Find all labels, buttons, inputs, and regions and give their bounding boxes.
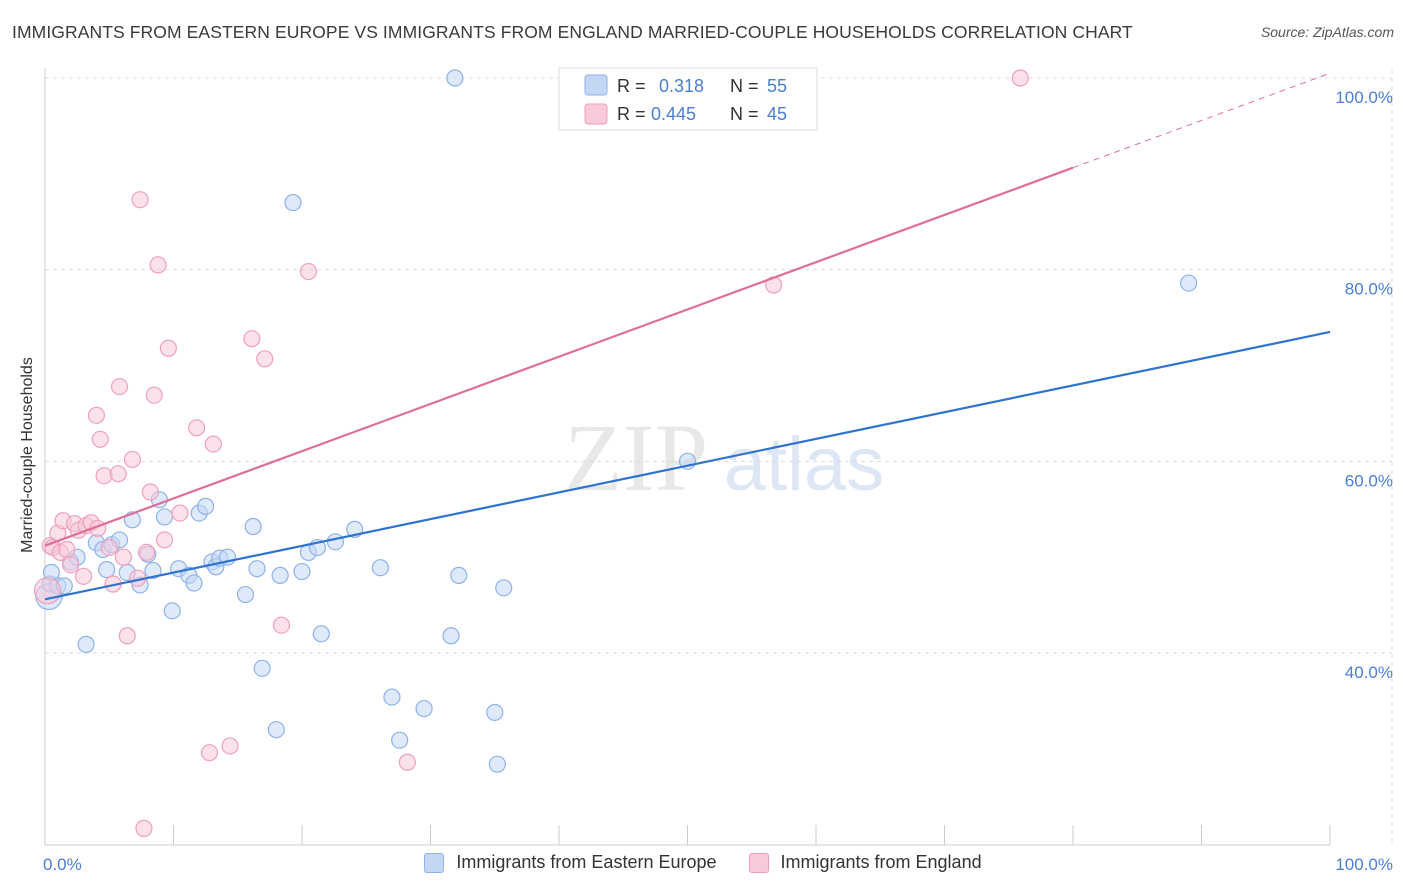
data-point-england bbox=[114, 548, 132, 566]
data-point-eastern-europe bbox=[371, 559, 389, 577]
data-point-england bbox=[272, 616, 291, 634]
data-point-england bbox=[58, 540, 76, 559]
legend-n-value: 45 bbox=[767, 104, 787, 124]
trend-lines bbox=[44, 72, 1331, 601]
data-point-eastern-europe bbox=[253, 659, 271, 677]
legend-r-label: R = bbox=[617, 76, 646, 96]
data-point-england bbox=[200, 744, 219, 762]
data-point-england bbox=[135, 819, 153, 837]
data-point-england bbox=[204, 435, 222, 453]
data-point-england bbox=[123, 450, 141, 469]
data-point-eastern-europe bbox=[77, 635, 95, 653]
data-point-england bbox=[131, 191, 149, 209]
data-point-eastern-europe bbox=[415, 699, 433, 718]
trend-line-blue bbox=[44, 330, 1331, 601]
chart-title: IMMIGRANTS FROM EASTERN EUROPE VS IMMIGR… bbox=[12, 22, 1133, 42]
data-point-england bbox=[62, 556, 80, 574]
y-tick-label: 40.0% bbox=[1345, 663, 1393, 682]
data-point-eastern-europe bbox=[248, 560, 266, 578]
data-point-eastern-europe bbox=[293, 562, 311, 581]
data-point-england bbox=[221, 737, 239, 755]
data-point-eastern-europe bbox=[446, 69, 464, 87]
data-point-england bbox=[159, 339, 177, 357]
data-point-england bbox=[141, 483, 159, 501]
legend-r-label: R = bbox=[617, 104, 646, 124]
y-tick-label: 100.0% bbox=[1335, 88, 1393, 107]
x-tick-label: 0.0% bbox=[43, 855, 82, 874]
data-point-eastern-europe bbox=[450, 566, 468, 584]
data-point-england bbox=[95, 467, 113, 485]
legend-r-value: 0.445 bbox=[651, 104, 696, 124]
tick-labels: 40.0% 60.0% 80.0% 100.0% 0.0% 100.0% bbox=[43, 88, 1393, 874]
data-point-eastern-europe bbox=[383, 688, 401, 706]
data-point-england bbox=[110, 377, 129, 396]
series-legend: Immigrants from Eastern Europe Immigrant… bbox=[0, 852, 1406, 873]
axes bbox=[44, 68, 1331, 846]
data-point-eastern-europe bbox=[271, 566, 289, 584]
watermark-atlas: atlas bbox=[724, 422, 885, 507]
y-tick-label: 60.0% bbox=[1345, 471, 1393, 490]
data-point-england bbox=[145, 386, 163, 404]
data-point-eastern-europe bbox=[442, 627, 460, 645]
data-point-england bbox=[155, 531, 174, 549]
trend-line-extension-pink bbox=[1072, 72, 1331, 169]
y-tick-label: 80.0% bbox=[1345, 280, 1393, 299]
legend-label: Immigrants from Eastern Europe bbox=[456, 852, 717, 872]
data-point-eastern-europe bbox=[391, 731, 409, 749]
legend-r-value: 0.318 bbox=[659, 76, 704, 96]
data-point-england bbox=[137, 543, 156, 561]
data-point-eastern-europe bbox=[326, 533, 345, 551]
data-point-eastern-europe bbox=[155, 508, 174, 526]
legend-n-label: N = bbox=[730, 104, 759, 124]
legend-swatch-blue bbox=[424, 852, 445, 873]
data-point-england bbox=[398, 753, 416, 771]
legend-n-value: 55 bbox=[767, 76, 787, 96]
data-point-england bbox=[74, 567, 93, 585]
data-point-england bbox=[149, 256, 167, 274]
data-point-england bbox=[299, 262, 318, 281]
trend-line-pink bbox=[44, 166, 1074, 547]
data-point-england bbox=[256, 350, 274, 368]
data-point-england bbox=[109, 465, 127, 483]
series-england bbox=[33, 69, 1029, 837]
data-point-eastern-europe bbox=[144, 561, 162, 580]
data-point-eastern-europe bbox=[236, 585, 255, 604]
legend-swatch-pink bbox=[584, 103, 608, 125]
data-point-eastern-europe bbox=[1180, 274, 1198, 292]
data-point-england bbox=[91, 430, 109, 448]
data-point-england bbox=[188, 419, 206, 437]
legend-item-england: Immigrants from England bbox=[748, 852, 982, 873]
legend-swatch-blue bbox=[584, 74, 608, 96]
correlation-legend: R = 0.318 N = 55 R = 0.445 N = 45 bbox=[558, 67, 818, 131]
data-point-eastern-europe bbox=[163, 602, 181, 620]
data-point-eastern-europe bbox=[284, 193, 302, 212]
data-point-eastern-europe bbox=[244, 517, 262, 536]
data-point-england bbox=[171, 504, 189, 522]
source-label: Source: ZipAtlas.com bbox=[1260, 24, 1394, 40]
data-point-eastern-europe bbox=[495, 579, 513, 597]
grid bbox=[45, 70, 1393, 845]
legend-item-eastern-europe: Immigrants from Eastern Europe bbox=[424, 852, 717, 873]
data-point-england bbox=[243, 330, 261, 348]
legend-label: Immigrants from England bbox=[780, 852, 982, 872]
data-point-eastern-europe bbox=[197, 497, 215, 515]
data-point-eastern-europe bbox=[267, 721, 285, 739]
data-point-england bbox=[118, 627, 136, 645]
data-point-eastern-europe bbox=[312, 625, 330, 643]
legend-n-label: N = bbox=[730, 76, 759, 96]
data-point-eastern-europe bbox=[98, 561, 116, 579]
data-point-eastern-europe bbox=[185, 574, 203, 592]
data-point-england bbox=[100, 538, 118, 557]
x-tick-label: 100.0% bbox=[1335, 855, 1393, 874]
data-point-england bbox=[87, 406, 106, 424]
data-point-england bbox=[1011, 69, 1029, 87]
data-point-eastern-europe bbox=[488, 755, 506, 773]
data-point-eastern-europe bbox=[486, 703, 504, 722]
legend-swatch-pink bbox=[748, 852, 769, 873]
watermark: ZIP atlas bbox=[564, 404, 884, 511]
